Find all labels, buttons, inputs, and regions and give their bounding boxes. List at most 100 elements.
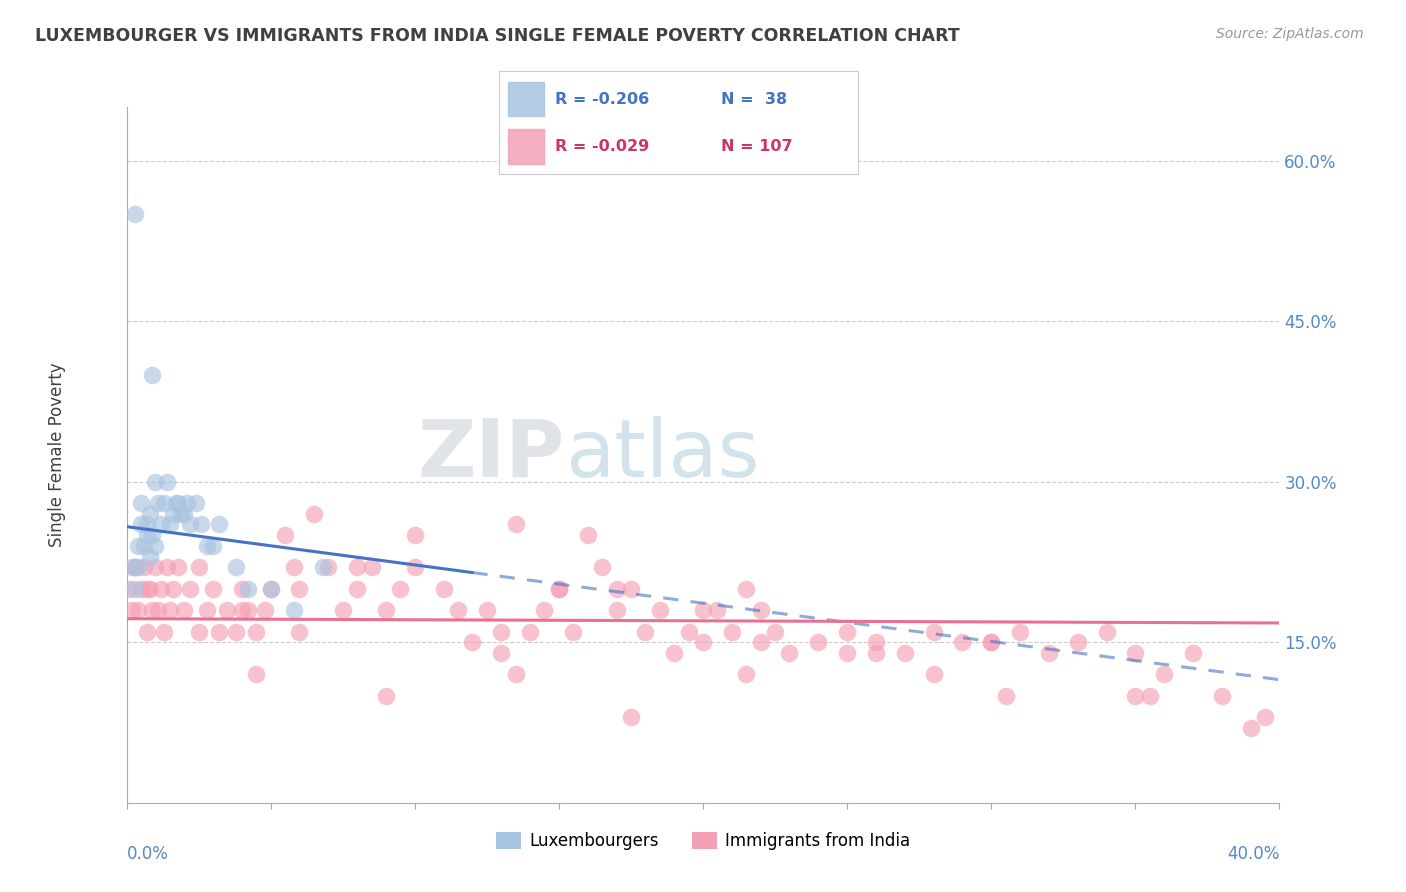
Point — [1123, 646, 1146, 660]
Point — [259, 582, 281, 596]
Point — [735, 582, 758, 596]
Point — [605, 603, 627, 617]
Point — [311, 560, 333, 574]
Point — [749, 603, 772, 617]
Text: Single Female Poverty: Single Female Poverty — [48, 363, 66, 547]
Point — [533, 603, 555, 617]
Point — [283, 560, 305, 574]
Point — [132, 539, 155, 553]
Point — [461, 635, 484, 649]
Point — [245, 624, 267, 639]
Text: N =  38: N = 38 — [721, 92, 787, 106]
Point — [236, 603, 259, 617]
Point — [980, 635, 1002, 649]
Point — [548, 582, 571, 596]
Point — [360, 560, 382, 574]
Point — [274, 528, 297, 542]
Point — [865, 635, 887, 649]
Point — [1067, 635, 1090, 649]
Point — [894, 646, 917, 660]
Point — [127, 603, 149, 617]
Point — [648, 603, 671, 617]
Point — [950, 635, 973, 649]
Point — [167, 560, 190, 574]
Point — [138, 582, 160, 596]
Point — [118, 582, 141, 596]
Bar — [508, 81, 544, 117]
Point — [692, 635, 714, 649]
Point — [141, 603, 163, 617]
Point — [404, 560, 426, 574]
Point — [135, 517, 157, 532]
Point — [346, 560, 368, 574]
Point — [195, 603, 218, 617]
Point — [173, 603, 195, 617]
Point — [605, 582, 627, 596]
Point — [706, 603, 728, 617]
Point — [217, 603, 239, 617]
Point — [124, 582, 146, 596]
Point — [980, 635, 1002, 649]
Point — [1181, 646, 1204, 660]
Point — [129, 517, 152, 532]
Point — [145, 560, 166, 574]
Point — [1123, 689, 1146, 703]
Point — [162, 582, 184, 596]
Point — [190, 517, 212, 532]
Point — [374, 603, 398, 617]
Text: R = -0.029: R = -0.029 — [555, 139, 650, 153]
Point — [179, 582, 201, 596]
Legend: Luxembourgers, Immigrants from India: Luxembourgers, Immigrants from India — [489, 826, 917, 857]
Point — [145, 475, 166, 489]
Point — [835, 624, 858, 639]
Point — [127, 539, 149, 553]
Point — [225, 624, 247, 639]
Point — [1095, 624, 1118, 639]
Point — [135, 624, 157, 639]
Point — [1153, 667, 1175, 681]
Point — [121, 560, 143, 574]
Bar — [508, 128, 544, 163]
Point — [231, 603, 253, 617]
Text: N = 107: N = 107 — [721, 139, 793, 153]
Point — [176, 496, 198, 510]
Point — [159, 603, 181, 617]
Point — [389, 582, 412, 596]
Point — [141, 528, 163, 542]
Point — [184, 496, 207, 510]
Point — [835, 646, 858, 660]
Point — [302, 507, 325, 521]
Point — [170, 507, 193, 521]
Point — [259, 582, 281, 596]
Point — [187, 560, 209, 574]
Point — [167, 496, 190, 510]
Point — [202, 582, 225, 596]
Point — [288, 624, 311, 639]
Point — [763, 624, 786, 639]
Point — [1240, 721, 1263, 735]
Point — [1139, 689, 1161, 703]
Point — [346, 582, 368, 596]
Point — [202, 539, 225, 553]
Point — [231, 582, 253, 596]
Point — [374, 689, 398, 703]
Point — [127, 560, 149, 574]
Point — [620, 710, 643, 724]
Point — [132, 560, 155, 574]
Point — [159, 517, 181, 532]
Point — [505, 667, 527, 681]
Point — [165, 496, 187, 510]
Text: LUXEMBOURGER VS IMMIGRANTS FROM INDIA SINGLE FEMALE POVERTY CORRELATION CHART: LUXEMBOURGER VS IMMIGRANTS FROM INDIA SI… — [35, 27, 960, 45]
Point — [447, 603, 470, 617]
Point — [148, 496, 170, 510]
Point — [807, 635, 830, 649]
Point — [153, 624, 176, 639]
Point — [519, 624, 541, 639]
Point — [548, 582, 571, 596]
Point — [148, 603, 170, 617]
Point — [138, 549, 160, 564]
Point — [225, 560, 247, 574]
Text: 0.0%: 0.0% — [127, 845, 169, 863]
Point — [922, 667, 945, 681]
Point — [1008, 624, 1031, 639]
